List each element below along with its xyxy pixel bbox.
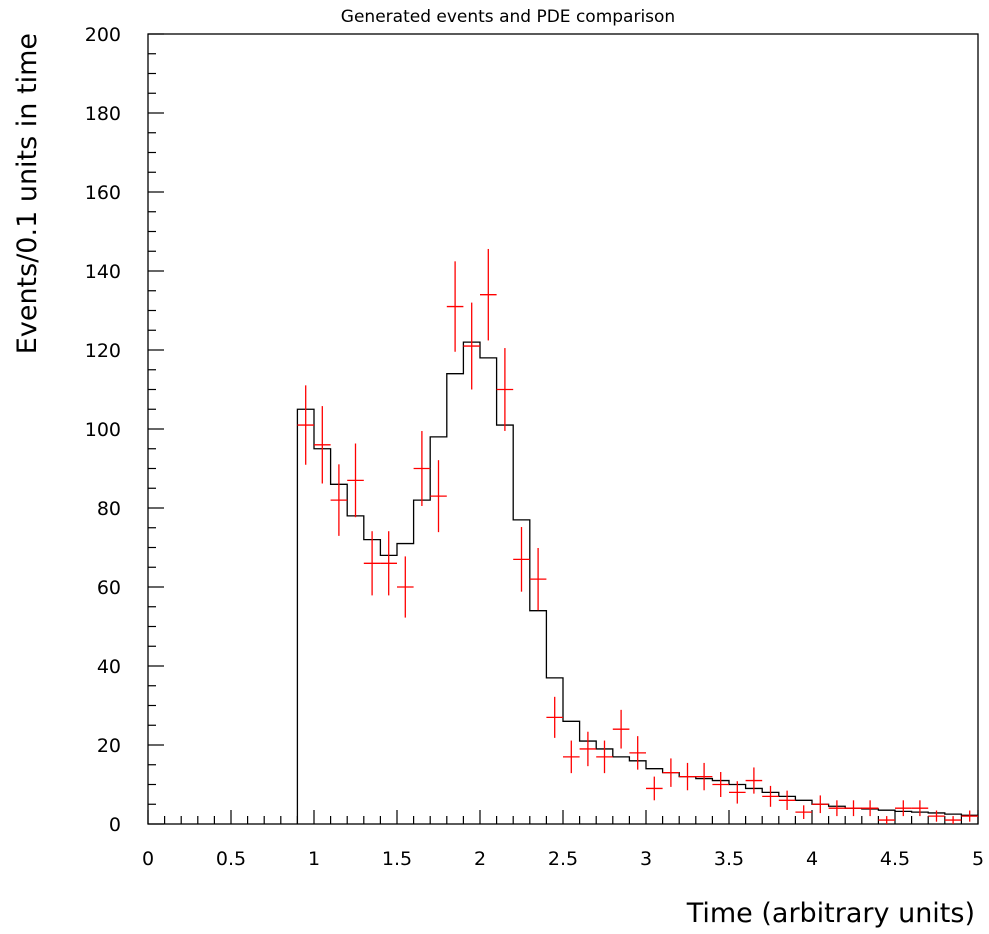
- data-point: [762, 785, 779, 807]
- data-point: [745, 767, 763, 794]
- x-tick-label: 2.5: [548, 848, 578, 870]
- data-points-series: [297, 248, 978, 824]
- y-tick-label: 120: [85, 340, 121, 362]
- data-point: [944, 816, 962, 824]
- data-point: [845, 800, 862, 817]
- y-tick-label: 80: [97, 498, 121, 520]
- x-axis-title: Time (arbitrary units): [686, 898, 975, 929]
- data-point: [662, 758, 680, 787]
- data-point: [712, 772, 729, 797]
- data-point: [397, 556, 414, 618]
- y-tick-label: 180: [85, 103, 121, 125]
- x-tick-label: 4: [806, 848, 818, 870]
- x-tick-label: 3: [640, 848, 652, 870]
- data-point: [729, 781, 746, 804]
- x-tick-label: 2: [474, 848, 486, 870]
- x-tick-label: 0.5: [216, 848, 246, 870]
- data-point: [380, 531, 397, 596]
- x-tick-label: 3.5: [714, 848, 744, 870]
- y-axis-title: Events/0.1 units in time: [12, 33, 43, 354]
- data-point: [861, 800, 879, 817]
- data-point: [596, 740, 613, 774]
- data-point: [629, 736, 646, 770]
- data-point: [446, 261, 464, 352]
- data-point: [480, 248, 497, 341]
- data-point: [878, 816, 895, 824]
- data-point: [911, 800, 929, 817]
- data-point: [646, 776, 663, 801]
- data-point: [513, 527, 530, 592]
- y-tick-label: 160: [85, 182, 121, 204]
- data-point: [496, 348, 514, 431]
- data-point: [546, 696, 563, 738]
- y-tick-label: 60: [97, 577, 121, 599]
- x-tick-label: 4.5: [880, 848, 910, 870]
- data-point: [413, 431, 431, 506]
- x-tick-label: 5: [972, 848, 984, 870]
- y-tick-label: 200: [85, 24, 121, 46]
- data-point: [363, 531, 381, 596]
- data-point: [529, 547, 547, 611]
- data-point: [563, 740, 580, 774]
- data-point: [812, 795, 829, 814]
- data-point: [314, 406, 331, 484]
- data-point: [795, 805, 812, 819]
- data-point: [297, 385, 314, 465]
- data-point: [895, 800, 912, 817]
- data-point: [828, 800, 846, 817]
- x-tick-labels: 0 0.5 1 1.5 2 2.5 3 3.5 4 4.5 5: [142, 848, 984, 870]
- y-tick-label: 40: [97, 656, 121, 678]
- data-point: [579, 731, 597, 767]
- y-tick-label: 20: [97, 735, 121, 757]
- data-point: [347, 443, 364, 518]
- y-tick-label: 100: [85, 419, 121, 441]
- data-point: [695, 762, 713, 791]
- data-point: [612, 709, 630, 749]
- y-tick-label: 140: [85, 261, 121, 283]
- data-point: [463, 302, 480, 390]
- y-tick-label: 0: [109, 814, 121, 836]
- data-point: [679, 762, 696, 791]
- data-point: [928, 810, 945, 822]
- data-point: [430, 460, 447, 533]
- y-tick-labels: 0 20 40 60 80 100 120 140 160 180 200: [85, 24, 121, 836]
- x-tick-label: 0: [142, 848, 154, 870]
- chart-title: Generated events and PDE comparison: [341, 7, 675, 27]
- data-point: [778, 790, 796, 810]
- x-tick-label: 1: [308, 848, 320, 870]
- data-point: [330, 464, 348, 536]
- x-tick-label: 1.5: [382, 848, 412, 870]
- data-point: [961, 810, 978, 822]
